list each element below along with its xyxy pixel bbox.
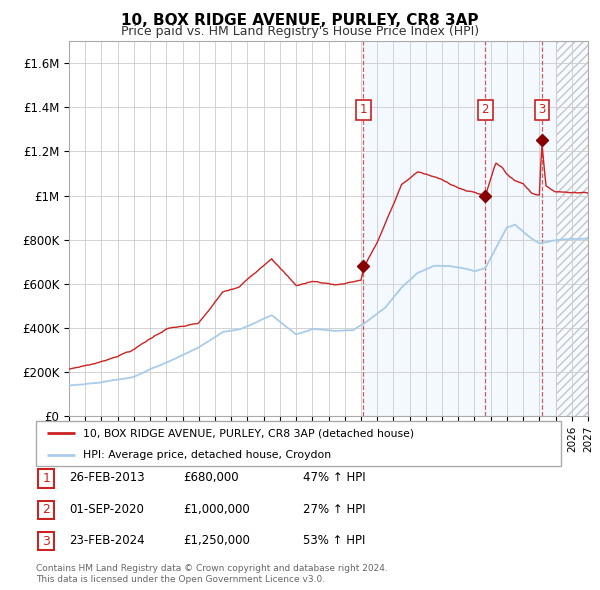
Text: HPI: Average price, detached house, Croydon: HPI: Average price, detached house, Croy… [83,450,331,460]
Text: 1: 1 [42,472,50,485]
Text: 10, BOX RIDGE AVENUE, PURLEY, CR8 3AP: 10, BOX RIDGE AVENUE, PURLEY, CR8 3AP [121,13,479,28]
Text: This data is licensed under the Open Government Licence v3.0.: This data is licensed under the Open Gov… [36,575,325,584]
Text: 3: 3 [538,103,545,116]
Bar [556,41,596,416]
Text: Contains HM Land Registry data © Crown copyright and database right 2024.: Contains HM Land Registry data © Crown c… [36,565,388,573]
FancyBboxPatch shape [38,501,54,519]
Text: 2: 2 [42,503,50,516]
Text: 3: 3 [42,535,50,548]
Text: 10, BOX RIDGE AVENUE, PURLEY, CR8 3AP (detached house): 10, BOX RIDGE AVENUE, PURLEY, CR8 3AP (d… [83,428,415,438]
Text: 23-FEB-2024: 23-FEB-2024 [69,534,145,547]
Bar [556,41,596,416]
Bar [364,41,556,416]
Text: 01-SEP-2020: 01-SEP-2020 [69,503,144,516]
Text: Price paid vs. HM Land Registry's House Price Index (HPI): Price paid vs. HM Land Registry's House … [121,25,479,38]
Text: £1,000,000: £1,000,000 [183,503,250,516]
Text: £1,250,000: £1,250,000 [183,534,250,547]
Text: 2: 2 [482,103,489,116]
FancyBboxPatch shape [38,532,54,550]
Text: 47% ↑ HPI: 47% ↑ HPI [303,471,365,484]
Text: £680,000: £680,000 [183,471,239,484]
Text: 53% ↑ HPI: 53% ↑ HPI [303,534,365,547]
Text: 1: 1 [359,103,367,116]
FancyBboxPatch shape [38,470,54,487]
Text: 27% ↑ HPI: 27% ↑ HPI [303,503,365,516]
FancyBboxPatch shape [36,421,561,466]
Text: 26-FEB-2013: 26-FEB-2013 [69,471,145,484]
